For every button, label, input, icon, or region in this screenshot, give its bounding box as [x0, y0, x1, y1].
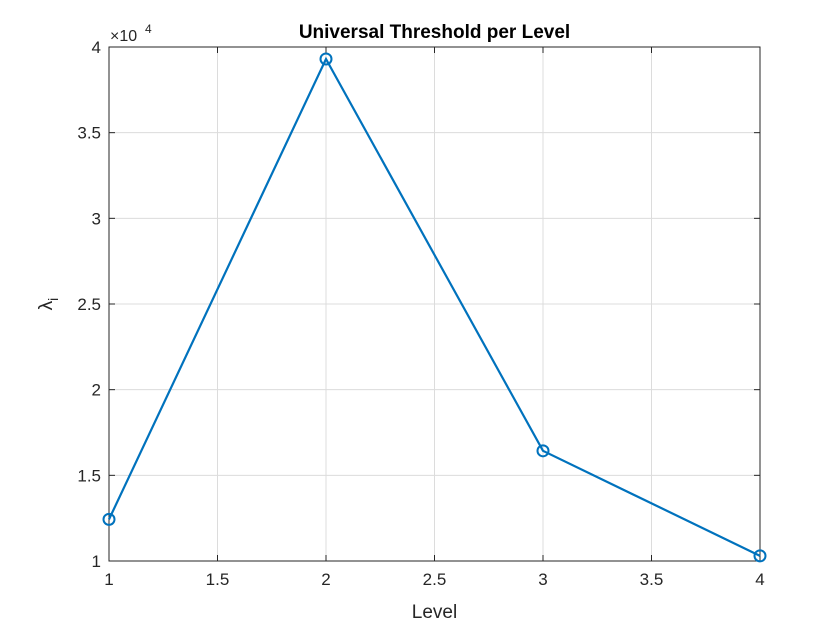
x-tick-label: 2	[321, 570, 330, 589]
x-tick-label: 1	[104, 570, 113, 589]
grid	[109, 47, 760, 561]
x-tick-label: 3.5	[640, 570, 664, 589]
y-axis-label: λi	[36, 298, 61, 311]
series-line	[108, 56, 761, 557]
x-tick-label: 3	[538, 570, 547, 589]
ticks: 1 1.5 2 2.5 3 3.5 4 1 1.5 2 2.5 3 3.5 4	[77, 38, 764, 589]
y-exponent-power: 4	[145, 22, 152, 36]
y-tick-label: 1	[92, 552, 101, 571]
data-point-marker	[102, 512, 116, 526]
y-axis-label-main: λ	[36, 300, 57, 310]
x-tick-label: 2.5	[423, 570, 447, 589]
x-axis-label: Level	[412, 602, 457, 623]
x-tick-label: 1.5	[206, 570, 230, 589]
x-tick-label: 4	[755, 570, 764, 589]
svg-text:λi: λi	[36, 298, 61, 311]
series	[102, 52, 767, 563]
y-tick-label: 3.5	[77, 124, 101, 143]
chart-title: Universal Threshold per Level	[299, 22, 570, 43]
y-tick-label: 4	[92, 38, 101, 57]
data-point-marker	[753, 549, 767, 563]
y-tick-label: 1.5	[77, 466, 101, 485]
y-axis-label-subscript: i	[45, 298, 61, 301]
y-tick-label: 2.5	[77, 295, 101, 314]
y-exponent-base: ×10	[110, 28, 137, 45]
y-axis-exponent: ×10 4	[110, 22, 152, 45]
data-point-marker	[319, 52, 333, 66]
y-tick-label: 3	[92, 209, 101, 228]
y-tick-label: 2	[92, 381, 101, 400]
data-point-marker	[536, 444, 550, 458]
